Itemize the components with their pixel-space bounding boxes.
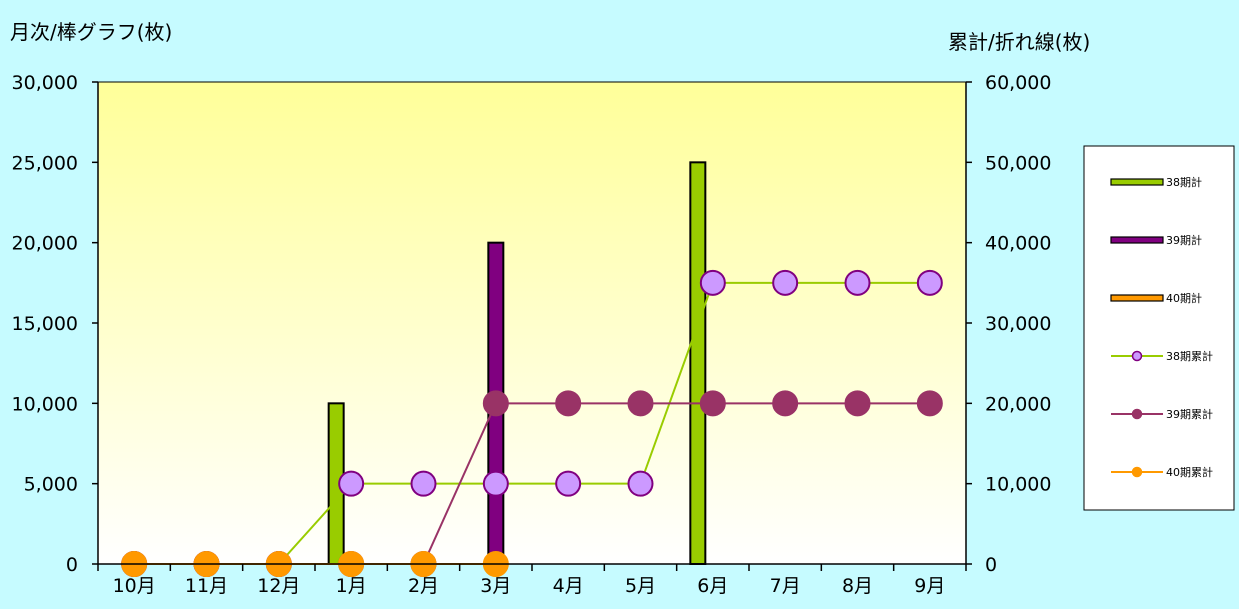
x-tick-label: 4月 [553,575,584,597]
legend-entry-4: 38期累計 [1111,349,1213,363]
point-2-6月 [699,390,726,417]
legend-entry-1: 38期計 [1110,175,1202,189]
legend-entry-5: 39期累計 [1111,407,1213,421]
right-axis-title: 累計/折れ線(枚) [948,30,1091,54]
point-2-7月 [772,390,799,417]
x-tick-label: 11月 [185,575,228,597]
left-tick-label: 25,000 [12,152,78,174]
x-tick-label: 12月 [257,575,300,597]
x-tick-label: 5月 [625,575,656,597]
bar-1-6月 [689,161,707,565]
x-tick-label: 8月 [842,575,873,597]
legend-box [1083,145,1235,511]
right-tick-label: 10,000 [985,474,1051,496]
legend-label: 40期計 [1166,291,1202,305]
point-2-4月 [555,390,582,417]
legend-entry-3: 40期計 [1110,291,1202,305]
plot-area [98,82,966,564]
point-1-9月 [916,269,943,296]
point-2-8月 [844,390,871,417]
x-tick-label: 9月 [914,575,945,597]
left-axis-title: 月次/棒グラフ(枚) [10,20,173,44]
legend-label: 38期累計 [1166,349,1213,363]
legend-entry-2: 39期計 [1110,233,1202,247]
left-tick-label: 0 [66,554,78,576]
x-tick-label: 10月 [113,575,156,597]
right-tick-label: 50,000 [985,152,1051,174]
legend-entry-6: 40期累計 [1111,465,1213,479]
left-tick-label: 15,000 [12,313,78,335]
x-tick-label: 7月 [770,575,801,597]
point-1-1月 [338,470,365,497]
x-tick-label: 2月 [408,575,439,597]
x-tick-label: 1月 [336,575,367,597]
point-1-7月 [772,269,799,296]
left-tick-label: 5,000 [24,474,78,496]
point-1-6月 [699,269,726,296]
legend-label: 38期計 [1166,175,1202,189]
right-tick-label: 30,000 [985,313,1051,335]
legend-label: 39期計 [1166,233,1202,247]
point-1-8月 [844,269,871,296]
right-tick-label: 60,000 [985,72,1051,94]
left-tick-label: 10,000 [12,393,78,415]
right-tick-label: 40,000 [985,233,1051,255]
point-2-3月 [482,390,509,417]
left-tick-label: 20,000 [12,233,78,255]
point-2-5月 [627,390,654,417]
right-tick-label: 0 [985,554,997,576]
legend-label: 39期累計 [1166,407,1213,421]
point-1-3月 [482,470,509,497]
x-tick-label: 6月 [697,575,728,597]
point-1-5月 [627,470,654,497]
point-1-4月 [555,470,582,497]
right-tick-label: 20,000 [985,393,1051,415]
left-tick-label: 30,000 [12,72,78,94]
point-1-2月 [410,470,437,497]
point-2-9月 [916,390,943,417]
legend-label: 40期累計 [1166,465,1213,479]
x-tick-label: 3月 [480,575,511,597]
